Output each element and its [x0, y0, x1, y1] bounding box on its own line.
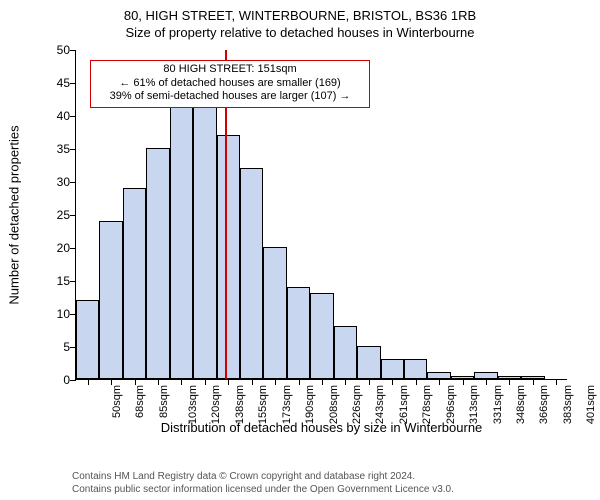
x-tick	[486, 379, 487, 385]
y-tick	[70, 116, 76, 117]
plot-area: Distribution of detached houses by size …	[75, 50, 567, 380]
x-tick-label: 296sqm	[445, 385, 457, 424]
y-tick	[70, 215, 76, 216]
histogram-bar	[404, 359, 427, 379]
histogram-bar	[193, 102, 216, 379]
x-tick	[463, 379, 464, 385]
annotation-line: 39% of semi-detached houses are larger (…	[97, 90, 363, 104]
y-tick-label: 20	[42, 241, 70, 255]
histogram-bar	[240, 168, 263, 379]
y-tick-label: 30	[42, 175, 70, 189]
y-tick	[70, 50, 76, 51]
x-tick	[135, 379, 136, 385]
x-tick	[299, 379, 300, 385]
x-tick-label: 85sqm	[158, 385, 170, 418]
x-tick-label: 68sqm	[134, 385, 146, 418]
x-tick	[556, 379, 557, 385]
y-axis-label: Number of detached properties	[7, 125, 22, 304]
x-tick	[392, 379, 393, 385]
x-tick-label: 313sqm	[468, 385, 480, 424]
x-tick	[228, 379, 229, 385]
footer-line1: Contains HM Land Registry data © Crown c…	[72, 471, 454, 484]
x-tick	[158, 379, 159, 385]
histogram-bar	[310, 293, 333, 379]
y-tick	[70, 83, 76, 84]
histogram-bar	[474, 372, 497, 379]
y-tick	[70, 314, 76, 315]
y-tick-label: 35	[42, 142, 70, 156]
x-tick	[345, 379, 346, 385]
x-tick	[322, 379, 323, 385]
x-tick	[205, 379, 206, 385]
histogram-bar	[217, 135, 240, 379]
x-tick-label: 138sqm	[234, 385, 246, 424]
x-tick-label: 208sqm	[328, 385, 340, 424]
y-tick	[70, 380, 76, 381]
x-tick-label: 261sqm	[398, 385, 410, 424]
footer-attribution: Contains HM Land Registry data © Crown c…	[72, 471, 454, 496]
histogram-bar	[170, 102, 193, 379]
x-tick	[275, 379, 276, 385]
x-tick	[439, 379, 440, 385]
x-tick-label: 383sqm	[562, 385, 574, 424]
title-subtitle: Size of property relative to detached ho…	[0, 25, 600, 40]
histogram-bar	[263, 247, 286, 379]
y-tick-label: 0	[42, 373, 70, 387]
histogram-bar	[381, 359, 404, 379]
histogram-bar	[76, 300, 99, 379]
x-tick	[416, 379, 417, 385]
x-tick	[252, 379, 253, 385]
histogram-bar	[146, 148, 169, 379]
x-tick-label: 243sqm	[375, 385, 387, 424]
x-tick-label: 50sqm	[111, 385, 123, 418]
x-tick-label: 226sqm	[351, 385, 363, 424]
x-tick-label: 155sqm	[257, 385, 269, 424]
histogram-bar	[123, 188, 146, 379]
histogram-bar	[427, 372, 450, 379]
y-tick-label: 45	[42, 76, 70, 90]
y-tick-label: 50	[42, 43, 70, 57]
title-address: 80, HIGH STREET, WINTERBOURNE, BRISTOL, …	[0, 8, 600, 23]
histogram-bar	[287, 287, 310, 379]
footer-line2: Contains public sector information licen…	[72, 484, 454, 497]
x-tick-label: 173sqm	[281, 385, 293, 424]
histogram-bar	[357, 346, 380, 379]
x-tick	[369, 379, 370, 385]
x-tick-label: 278sqm	[421, 385, 433, 424]
y-tick	[70, 149, 76, 150]
x-tick	[533, 379, 534, 385]
y-tick	[70, 182, 76, 183]
y-tick-label: 25	[42, 208, 70, 222]
x-tick-label: 103sqm	[187, 385, 199, 424]
x-tick	[181, 379, 182, 385]
histogram-bar	[334, 326, 357, 379]
histogram-bar	[99, 221, 122, 379]
x-tick-label: 120sqm	[211, 385, 223, 424]
x-tick-label: 348sqm	[515, 385, 527, 424]
chart-container: Number of detached properties Distributi…	[0, 40, 600, 435]
y-tick-label: 15	[42, 274, 70, 288]
y-tick	[70, 281, 76, 282]
y-tick-label: 5	[42, 340, 70, 354]
x-tick	[88, 379, 89, 385]
x-tick-label: 366sqm	[539, 385, 551, 424]
annotation-box: 80 HIGH STREET: 151sqm← 61% of detached …	[90, 60, 370, 108]
x-axis-label: Distribution of detached houses by size …	[161, 420, 483, 435]
x-tick	[509, 379, 510, 385]
annotation-line: ← 61% of detached houses are smaller (16…	[97, 77, 363, 91]
x-tick-label: 401sqm	[585, 385, 597, 424]
y-tick	[70, 347, 76, 348]
x-tick-label: 331sqm	[492, 385, 504, 424]
y-tick-label: 10	[42, 307, 70, 321]
x-tick	[111, 379, 112, 385]
x-tick-label: 190sqm	[304, 385, 316, 424]
chart-titles: 80, HIGH STREET, WINTERBOURNE, BRISTOL, …	[0, 0, 600, 40]
y-tick	[70, 248, 76, 249]
y-tick-label: 40	[42, 109, 70, 123]
annotation-line: 80 HIGH STREET: 151sqm	[97, 63, 363, 77]
